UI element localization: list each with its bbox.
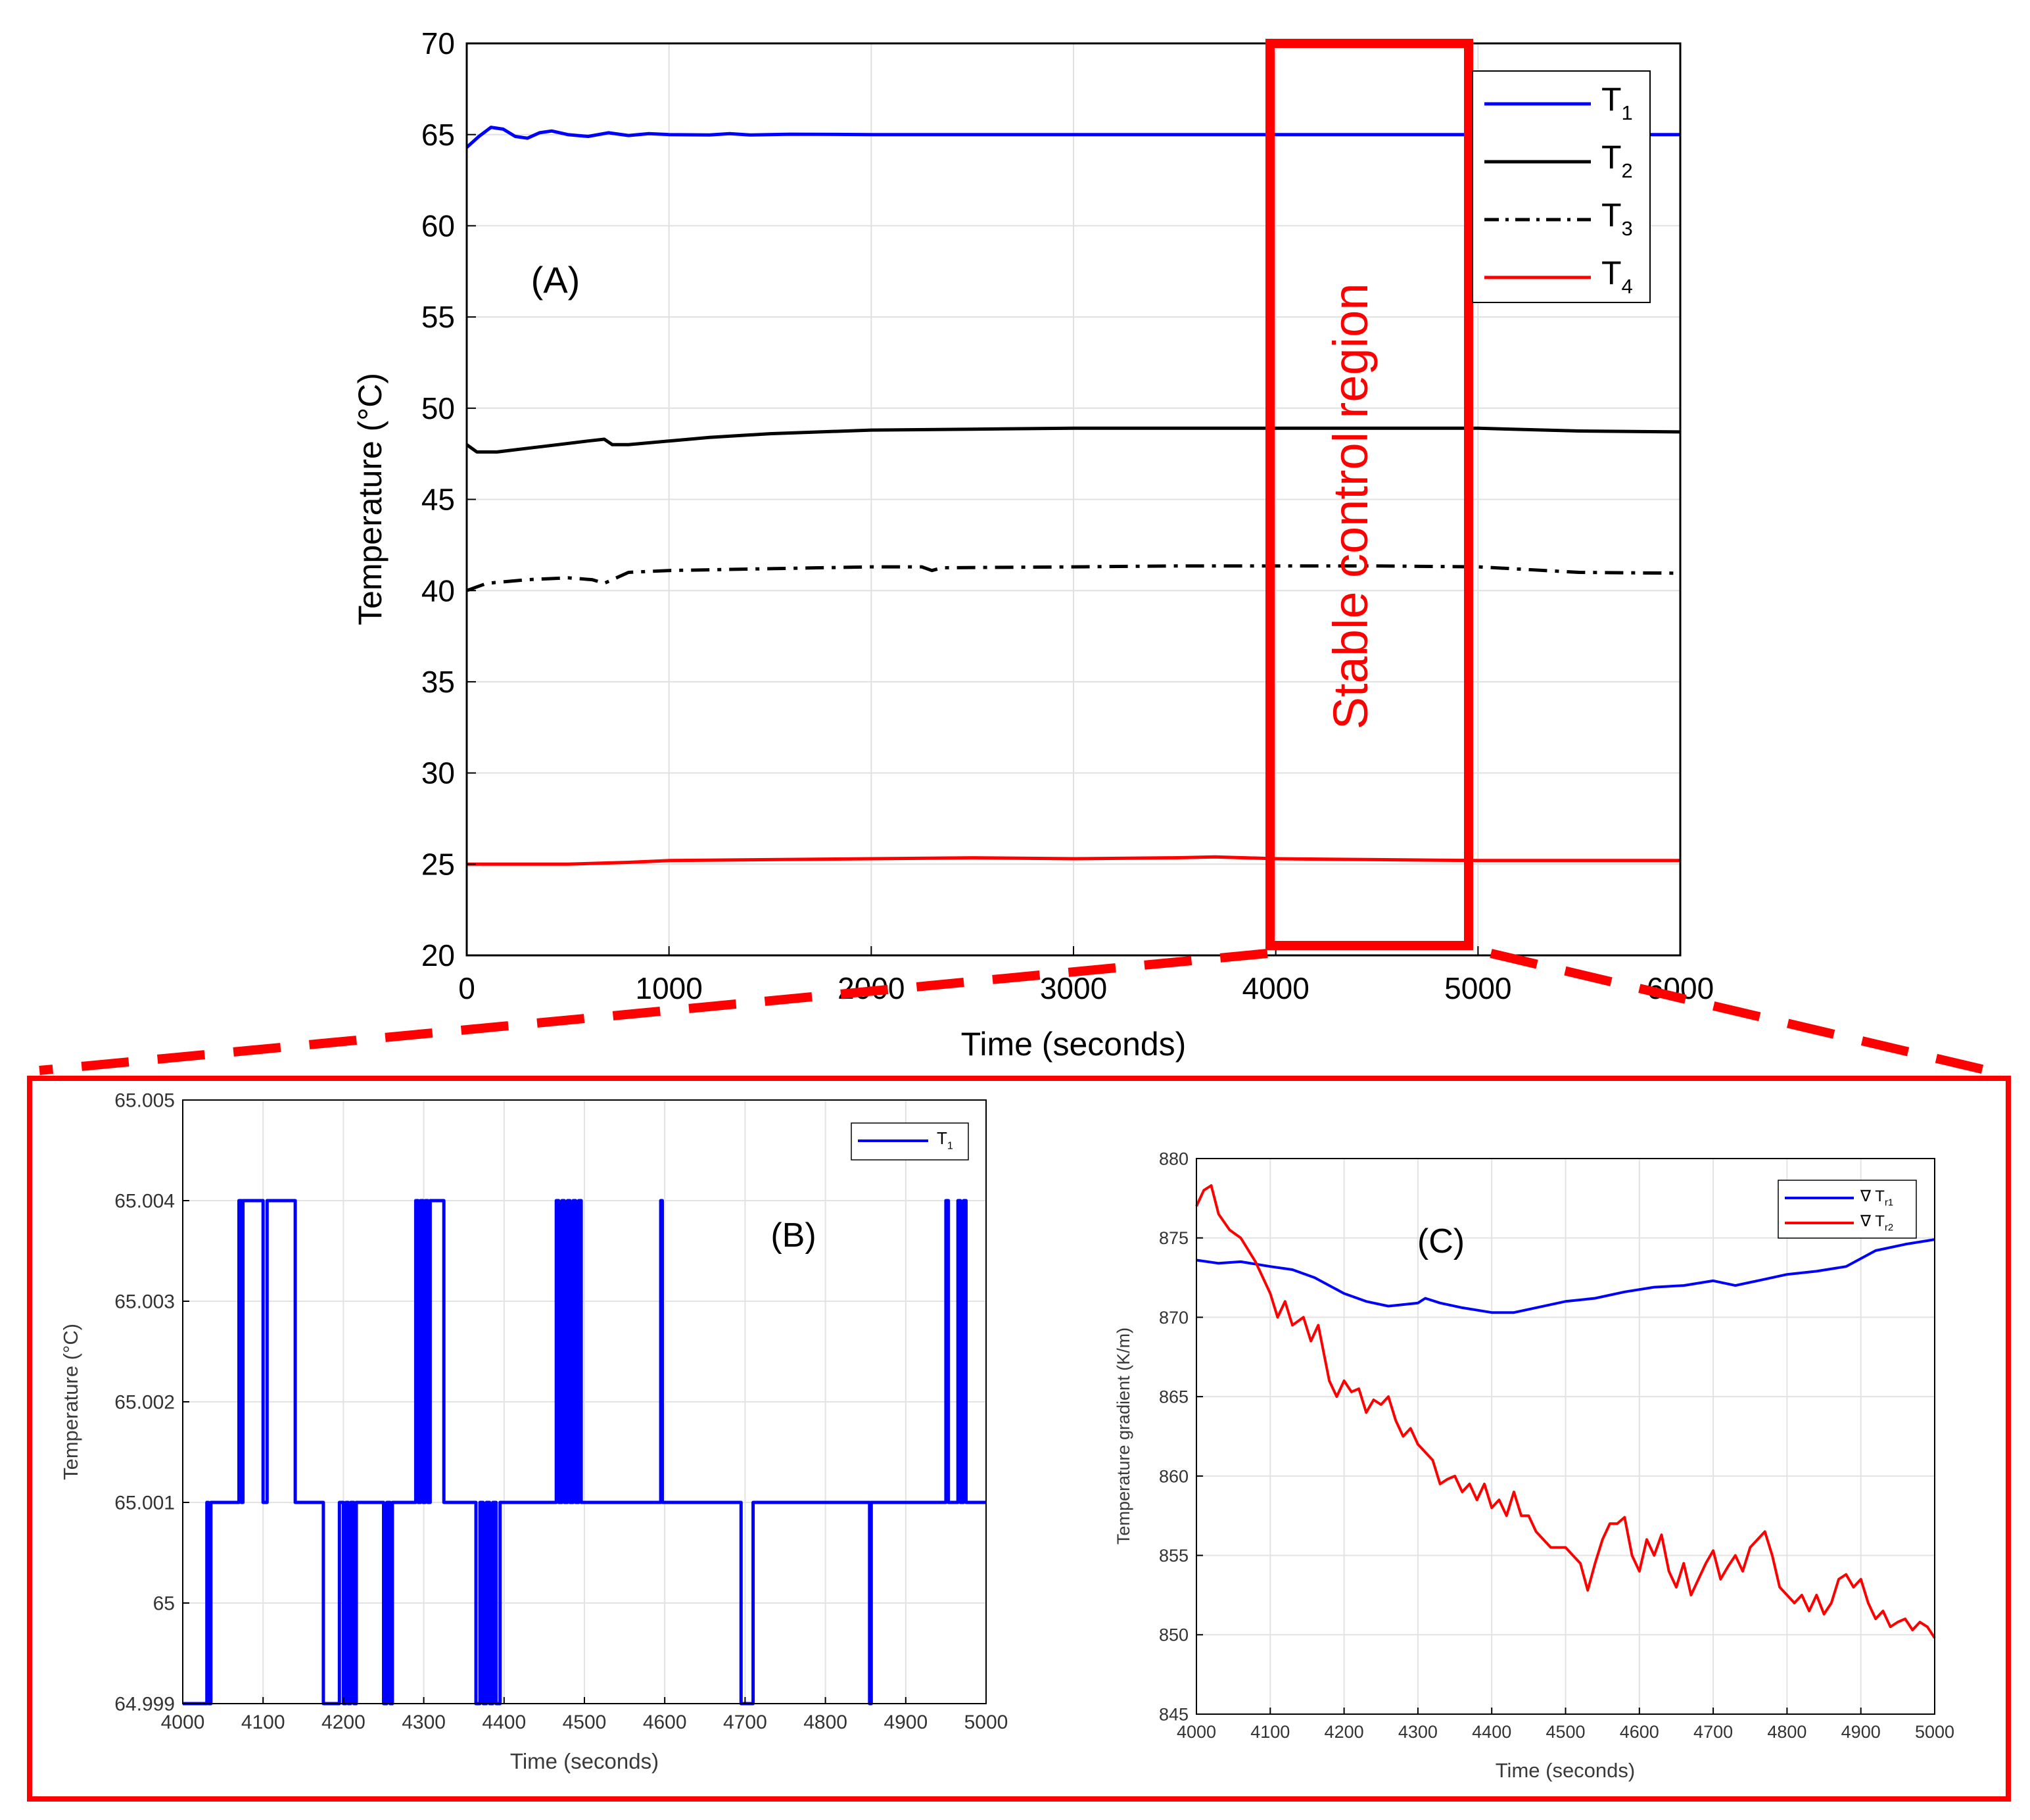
- panel-c-y-tick-label: 870: [1159, 1308, 1189, 1328]
- panel-a-chart: 0100020003000400050006000202530354045505…: [352, 26, 1714, 1063]
- panel-c-x-tick-label: 4800: [1767, 1722, 1806, 1742]
- panel-a-y-tick-label: 40: [421, 573, 455, 608]
- panel-c-x-tick-label: 4000: [1177, 1722, 1216, 1742]
- panel-a-legend-label-4: T4: [1601, 254, 1633, 298]
- zoom-box: [27, 1076, 2011, 1802]
- panel-b-y-tick-label: 64.999: [114, 1694, 175, 1715]
- panel-a-y-axis-label: Temperature (°C): [352, 373, 389, 625]
- panel-b-y-tick-label: 65: [153, 1593, 175, 1615]
- panel-c-annotation: (C): [1417, 1222, 1465, 1260]
- panel-c-x-tick-label: 4500: [1546, 1722, 1585, 1742]
- panel-c-y-tick-label: 880: [1159, 1149, 1189, 1168]
- panel-b-x-tick-label: 4000: [161, 1712, 205, 1733]
- panel-c-series-line-1: [1196, 1238, 1935, 1314]
- panel-b-y-tick-label: 65.002: [114, 1392, 175, 1414]
- panel-a-y-tick-label: 60: [421, 209, 455, 243]
- panel-b-x-tick-label: 4800: [803, 1712, 847, 1733]
- panel-a-y-tick-label: 70: [421, 26, 455, 60]
- panel-b-x-tick-label: 4900: [884, 1712, 928, 1733]
- panel-a-y-tick-label: 45: [421, 483, 455, 517]
- panel-c-x-tick-label: 4700: [1693, 1722, 1733, 1742]
- panel-b-chart: 4000 4100 4200 4300 4400 4500 4600 4700 4800 4900…: [59, 1090, 1008, 1774]
- stable-region-label: Stable control region: [1323, 283, 1378, 730]
- panel-a-y-tick-label: 35: [421, 665, 455, 699]
- panel-a-annotation: (A): [531, 259, 580, 300]
- panel-c-y-tick-label: 875: [1159, 1228, 1189, 1248]
- panel-c-legend-label-2: ∇ Tr2: [1860, 1212, 1893, 1233]
- panel-c-series-line-2: [1195, 1184, 1936, 1639]
- panel-b-annotation: (B): [770, 1216, 816, 1255]
- panel-b-y-tick-label: 65.005: [114, 1090, 175, 1112]
- panel-b-legend-label-1: T1: [937, 1128, 953, 1151]
- panel-c-x-tick-label: 4100: [1250, 1722, 1290, 1742]
- panel-a-series-line-2: [465, 426, 1681, 454]
- panel-a-y-tick-label: 55: [421, 300, 455, 334]
- panel-a-y-tick-label: 30: [421, 756, 455, 790]
- panel-c-x-axis-label: Time (seconds): [1496, 1759, 1635, 1782]
- panel-b-x-tick-label: 4200: [321, 1712, 366, 1733]
- panel-c-legend-label-1: ∇ Tr1: [1860, 1187, 1893, 1209]
- panel-b-series: [183, 1199, 986, 1706]
- stable-region-box: [1265, 39, 1473, 950]
- panel-b-y-axis-label: Temperature (°C): [59, 1324, 82, 1480]
- panel-c-x-tick-label: 4600: [1620, 1722, 1659, 1742]
- panel-b-y-tick-label: 65.003: [114, 1291, 175, 1313]
- panel-a-legend-label-2: T2: [1601, 139, 1633, 182]
- panel-a-y-tick-label: 50: [421, 391, 455, 425]
- panel-c-y-tick-label: 865: [1159, 1387, 1189, 1407]
- panel-c-y-tick-label: 845: [1159, 1704, 1189, 1724]
- panel-a-x-axis-label: Time (seconds): [961, 1026, 1187, 1063]
- panel-c-x-tick-label: 4900: [1841, 1722, 1881, 1742]
- panel-b-x-tick-label: 4500: [563, 1712, 607, 1733]
- zoom-connector-left: [39, 949, 1268, 1075]
- panel-c-x-tick-label: 4400: [1472, 1722, 1511, 1742]
- panel-b-x-tick-label: 5000: [964, 1712, 1008, 1733]
- panel-a-x-tick-label: 4000: [1242, 971, 1309, 1005]
- panel-b-series-line-1: [183, 1199, 986, 1706]
- panel-c-x-tick-label: 5000: [1915, 1722, 1954, 1742]
- panel-a-legend-label-1: T1: [1601, 81, 1633, 124]
- zoom-connector: [27, 949, 2011, 1802]
- panel-b-y-tick-label: 65.001: [114, 1493, 175, 1514]
- panel-c-y-axis-label: Temperature gradient (K/m): [1114, 1328, 1133, 1545]
- panel-a-y-tick-label: 25: [421, 847, 455, 881]
- panel-c-x-tick-label: 4200: [1325, 1722, 1364, 1742]
- panel-a-ticks: 0100020003000400050006000202530354045505…: [421, 26, 1714, 1005]
- panel-b-x-tick-label: 4600: [643, 1712, 687, 1733]
- panel-b-x-tick-label: 4300: [402, 1712, 446, 1733]
- panel-c-ticks: 4000 4100 4200 4300 4400 4500 4600 4700 4800 4900…: [1159, 1149, 1954, 1742]
- panel-a-series-line-4: [467, 855, 1680, 866]
- panel-a-x-tick-label: 1000: [635, 971, 702, 1005]
- panel-a-y-tick-label: 65: [421, 118, 455, 152]
- zoom-connector-right: [1490, 949, 2000, 1078]
- panel-c-legend-box: [1778, 1180, 1917, 1239]
- panel-a-legend-box: [1472, 70, 1651, 303]
- panel-b-x-tick-label: 4400: [482, 1712, 526, 1733]
- panel-b-y-tick-label: 65.004: [114, 1191, 175, 1212]
- panel-c-x-tick-label: 4300: [1398, 1722, 1438, 1742]
- panel-a-x-tick-label: 5000: [1444, 971, 1511, 1005]
- panel-a-x-tick-label: 3000: [1040, 971, 1107, 1005]
- panel-a-legend: T1 T2 T3 T4: [1472, 70, 1651, 303]
- panel-c-chart: 4000 4100 4200 4300 4400 4500 4600 4700 4800 4900…: [1114, 1149, 1954, 1782]
- panel-c-legend: ∇ Tr1 ∇ Tr2: [1778, 1180, 1917, 1239]
- panel-c-y-tick-label: 860: [1159, 1466, 1189, 1486]
- panel-a-series-line-1: [465, 126, 1680, 149]
- panel-c-y-tick-label: 850: [1159, 1625, 1189, 1645]
- panel-b-x-axis-label: Time (seconds): [510, 1749, 659, 1773]
- panel-b-x-tick-label: 4100: [241, 1712, 285, 1733]
- panel-c-series: [1195, 1184, 1936, 1639]
- panel-a-legend-label-3: T3: [1601, 197, 1633, 240]
- panel-c-y-tick-label: 855: [1159, 1546, 1189, 1566]
- panel-a-y-tick-label: 20: [421, 938, 455, 972]
- panel-a-series: [465, 126, 1681, 866]
- panel-b-ticks: 4000 4100 4200 4300 4400 4500 4600 4700 4800 4900…: [114, 1090, 1008, 1734]
- panel-b-x-tick-label: 4700: [723, 1712, 767, 1733]
- panel-a-x-tick-label: 0: [458, 971, 475, 1005]
- panel-b-legend: T1: [851, 1122, 969, 1161]
- panel-a-series-line-3: [466, 564, 1681, 592]
